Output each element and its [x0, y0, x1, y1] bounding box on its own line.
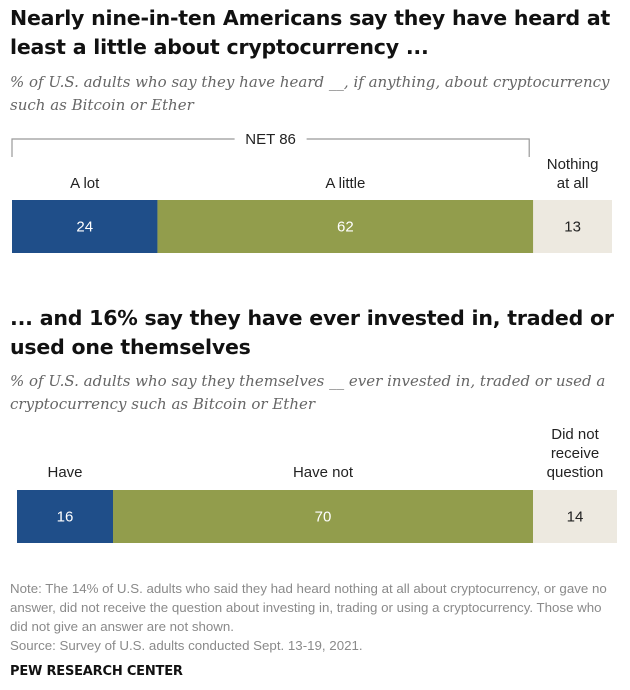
chart-1-title: Nearly nine-in-ten Americans say they ha… [10, 6, 611, 59]
value-label-a-little: 62 [337, 219, 354, 236]
category-label-a-lot: A lot [70, 175, 100, 192]
category-label-a-little: A little [325, 175, 365, 192]
value-label-a-lot: 24 [76, 219, 93, 236]
value-label-nothing-at-all: 13 [564, 219, 581, 236]
chart-2: 16 Have 70 Have not 14 Did not receive question [17, 426, 617, 543]
value-label-have: 16 [57, 509, 74, 526]
value-label-did-not-receive-question: 14 [567, 509, 584, 526]
chart-1-subtitle: % of U.S. adults who say they have heard… [10, 73, 610, 114]
net-label: NET 86 [245, 131, 296, 148]
pew-research-center-logo: PEW RESEARCH CENTER [10, 664, 183, 679]
category-label-have-not: Have not [293, 464, 354, 481]
chart-1: 24 A lot 62 A little 13 Nothing at all NET 86 [11, 131, 612, 253]
category-label-did-not-receive-question: Did not receive question [547, 426, 604, 481]
source-line: Source: Survey of U.S. adults conducted … [10, 638, 363, 653]
bar-segment-have [17, 490, 113, 543]
bar-segment-did-not-receive-question [533, 490, 617, 543]
chart-2-title: ... and 16% say they have ever invested … [10, 306, 614, 359]
chart-2-subtitle: % of U.S. adults who say they themselves… [10, 372, 606, 413]
footnote: Note: The 14% of U.S. adults who said th… [10, 581, 607, 634]
bar-segment-nothing-at-all [533, 200, 612, 253]
category-label-have: Have [47, 464, 82, 481]
category-label-nothing-at-all: Nothing at all [547, 156, 599, 192]
bar-segment-a-lot [12, 200, 158, 253]
net-bracket [11, 138, 530, 157]
bar-segment-a-little [157, 200, 534, 253]
bar-segment-have-not [113, 490, 533, 543]
value-label-have-not: 70 [315, 509, 332, 526]
